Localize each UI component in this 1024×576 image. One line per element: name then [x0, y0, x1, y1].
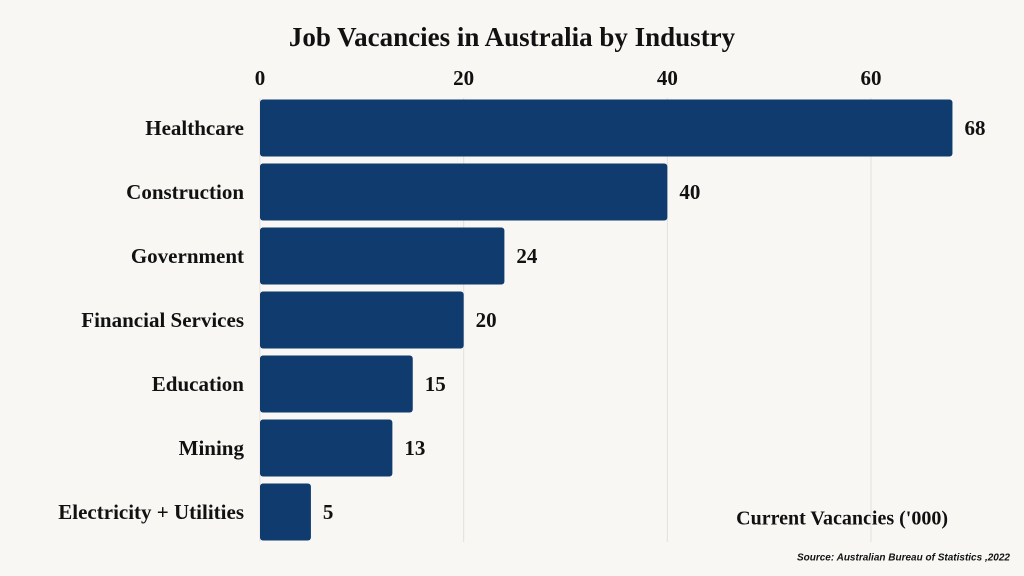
bar	[260, 227, 505, 285]
x-tick-label: 20	[453, 66, 474, 90]
bar	[260, 99, 953, 157]
x-tick-label: 40	[657, 66, 678, 90]
value-label: 15	[425, 372, 446, 396]
y-tick-label: Electricity + Utilities	[58, 500, 244, 524]
value-label: 68	[964, 116, 985, 140]
source-note: Source: Australian Bureau of Statistics …	[797, 553, 1010, 564]
bar	[260, 291, 464, 349]
y-tick-label: Government	[131, 244, 244, 268]
chart-title: Job Vacancies in Australia by Industry	[289, 22, 736, 52]
value-label: 24	[516, 244, 538, 268]
value-label: 40	[679, 180, 700, 204]
value-label: 5	[323, 500, 334, 524]
y-tick-label: Construction	[126, 180, 244, 204]
y-tick-label: Financial Services	[81, 308, 244, 332]
x-axis-label: Current Vacancies ('000)	[736, 508, 948, 530]
value-label: 20	[476, 308, 497, 332]
x-tick-label: 60	[861, 66, 882, 90]
bar	[260, 163, 668, 221]
y-tick-label: Education	[152, 372, 245, 396]
bar	[260, 483, 311, 541]
y-tick-label: Mining	[179, 436, 245, 460]
y-tick-label: Healthcare	[145, 116, 244, 140]
value-label: 13	[404, 436, 425, 460]
bar	[260, 419, 393, 477]
x-tick-label: 0	[255, 66, 266, 90]
bar	[260, 355, 413, 413]
